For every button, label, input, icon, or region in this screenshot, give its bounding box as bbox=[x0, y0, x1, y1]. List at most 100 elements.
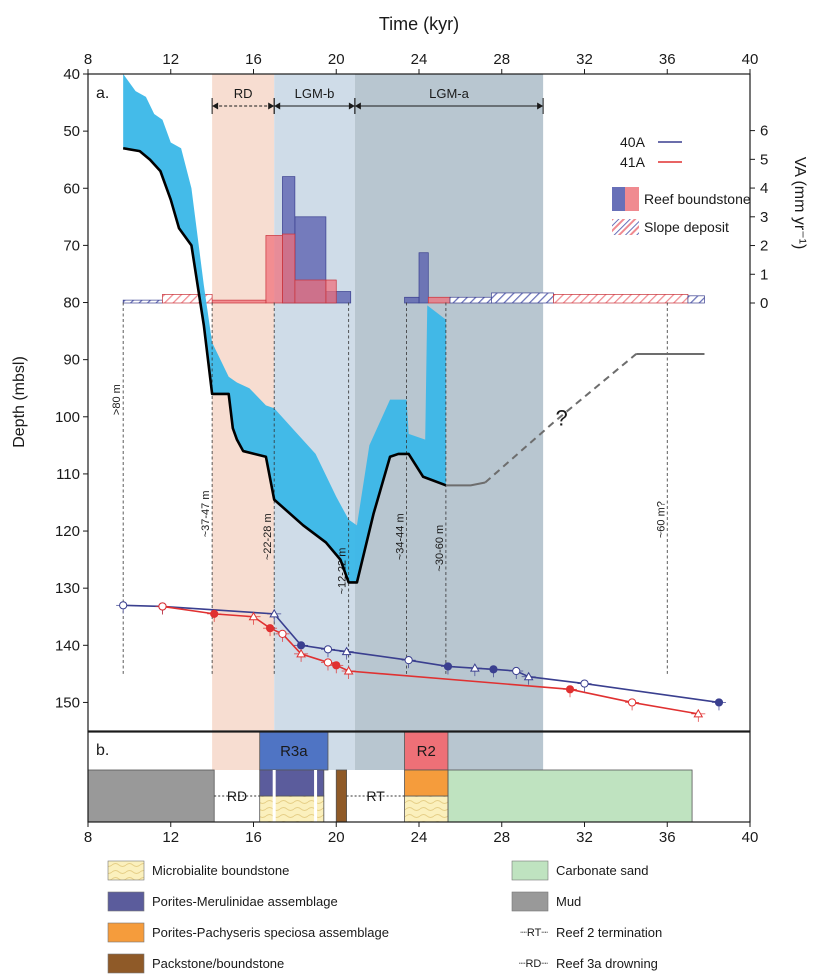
y-tick-label: 110 bbox=[56, 466, 80, 483]
sea-level-extension bbox=[445, 481, 486, 487]
y-tick-label: 90 bbox=[63, 352, 80, 369]
legend-a: 40A 41A Reef boundstone Slope deposit bbox=[612, 134, 751, 235]
data-point bbox=[404, 656, 413, 665]
data-point bbox=[565, 685, 575, 694]
va-bar bbox=[687, 295, 705, 304]
y2-axis-title: VA (mm yr⁻¹) bbox=[791, 157, 808, 250]
x-tick-label-bottom: 24 bbox=[411, 829, 428, 846]
legend-label: Porites-Pachyseris speciosa assemblage bbox=[152, 925, 389, 940]
y2-tick-label: 1 bbox=[760, 266, 768, 283]
axes-b: 8 12 16 20 24 28 32 36 40 bbox=[84, 822, 758, 846]
legend-slope-label: Slope deposit bbox=[644, 219, 729, 235]
event-label: RD bbox=[227, 788, 247, 804]
legend-label: Carbonate sand bbox=[556, 863, 649, 878]
accommodation-label: ~37-47 m bbox=[200, 491, 212, 538]
axes-a: 8 12 16 20 24 28 32 36 4040506070809010011012013… bbox=[55, 51, 768, 711]
data-point bbox=[489, 665, 498, 674]
accommodation-label: ~30-60 m bbox=[434, 525, 446, 572]
period-label: RD bbox=[234, 86, 253, 101]
uncertainty-band-area bbox=[123, 74, 446, 583]
data-point bbox=[265, 624, 275, 633]
panel-a-label: a. bbox=[96, 85, 109, 102]
data-point bbox=[627, 698, 637, 707]
y-tick-label: 40 bbox=[63, 66, 80, 83]
y-tick-label: 80 bbox=[63, 295, 80, 312]
legend-label: Mud bbox=[556, 894, 581, 909]
va-bar bbox=[491, 292, 554, 304]
va-bar bbox=[211, 299, 267, 304]
y2-tick-label: 4 bbox=[760, 180, 768, 197]
legend-swatch bbox=[107, 922, 145, 943]
data-point bbox=[210, 609, 219, 618]
x-tick-label-bottom: 32 bbox=[576, 829, 593, 846]
va-bar bbox=[294, 279, 327, 304]
va-bar bbox=[418, 252, 429, 304]
y2-tick-label: 0 bbox=[760, 295, 768, 312]
legend-slope-swatch bbox=[612, 219, 639, 235]
y-tick-label: 100 bbox=[55, 409, 80, 426]
legend-reef-swatch-red bbox=[625, 187, 639, 211]
x-tick-label-top: 36 bbox=[659, 51, 676, 68]
legend-label: Porites-Merulinidae assemblage bbox=[152, 894, 338, 909]
data-point bbox=[469, 663, 480, 672]
data-point bbox=[158, 602, 167, 611]
x-tick-label-bottom: 16 bbox=[245, 829, 262, 846]
period-band bbox=[354, 74, 544, 731]
x-tick-label-top: 8 bbox=[84, 51, 92, 68]
va-bar bbox=[282, 233, 296, 304]
legend-label: Packstone/boundstone bbox=[152, 956, 284, 971]
legend-swatch bbox=[107, 891, 145, 912]
legend-swatch bbox=[107, 860, 145, 881]
data-point bbox=[269, 608, 280, 618]
uncertain-path bbox=[484, 353, 637, 484]
core-series bbox=[116, 601, 726, 722]
x-tick-label-top: 20 bbox=[328, 51, 345, 68]
x-tick-label-bottom: 36 bbox=[659, 829, 676, 846]
x-tick-label-top: 12 bbox=[162, 51, 179, 68]
data-point bbox=[341, 646, 352, 656]
x-tick-label-bottom: 28 bbox=[493, 829, 510, 846]
arrow-head bbox=[274, 102, 281, 110]
panel-b-label: b. bbox=[96, 742, 109, 759]
data-point bbox=[693, 708, 704, 718]
legend-symbol: ┈RT┈ bbox=[520, 927, 548, 939]
sea-level-line bbox=[122, 146, 447, 584]
va-bars bbox=[122, 176, 705, 304]
y2-tick-label: 5 bbox=[760, 151, 768, 168]
legend-reef-label: Reef boundstone bbox=[644, 191, 751, 207]
x-axis-title: Time (kyr) bbox=[379, 14, 459, 34]
va-bar bbox=[449, 296, 492, 304]
facies-microbialite-boundstone bbox=[404, 795, 449, 823]
facies-carbonate-sand bbox=[447, 769, 693, 823]
accommodation-label: ~12-22 m bbox=[337, 548, 349, 595]
data-point bbox=[580, 679, 589, 688]
x-tick-label-bottom: 20 bbox=[328, 829, 345, 846]
arrow-head bbox=[348, 102, 355, 110]
legend-label: Reef 2 termination bbox=[556, 925, 662, 940]
data-point bbox=[119, 601, 128, 610]
panel-a: RD LGM-b LGM-a >80 m ~37-47 m ~22-28 m ~12-22… bbox=[11, 14, 808, 732]
facies-porites-pachyseris-speciosa-assemblage bbox=[404, 769, 449, 797]
data-point bbox=[714, 698, 724, 707]
bottom-legend: Microbialite boundstone Porites-Merulinid… bbox=[107, 860, 662, 974]
facies-mud bbox=[87, 769, 215, 823]
data-point bbox=[343, 666, 354, 675]
data-point bbox=[323, 658, 333, 667]
accommodation-label: >80 m bbox=[111, 384, 123, 415]
data-point bbox=[248, 611, 259, 621]
question-mark: ? bbox=[555, 405, 567, 430]
va-bar bbox=[553, 294, 689, 304]
facies-columns: R3a R2 bbox=[87, 731, 693, 823]
unit-label: R2 bbox=[417, 743, 436, 760]
panel-b: R3a R2 RD RT b. 8 12 16 20 24 28 32 36 40 bbox=[84, 731, 758, 846]
series-line-41A bbox=[162, 605, 699, 715]
x-tick-label-top: 16 bbox=[245, 51, 262, 68]
va-bar bbox=[162, 294, 213, 304]
y-tick-label: 60 bbox=[63, 180, 80, 197]
data-point bbox=[332, 661, 341, 670]
va-bar bbox=[122, 299, 163, 304]
period-arrows: RD LGM-b LGM-a bbox=[211, 86, 544, 114]
x-tick-label-top: 32 bbox=[576, 51, 593, 68]
legend-swatch bbox=[107, 953, 145, 974]
